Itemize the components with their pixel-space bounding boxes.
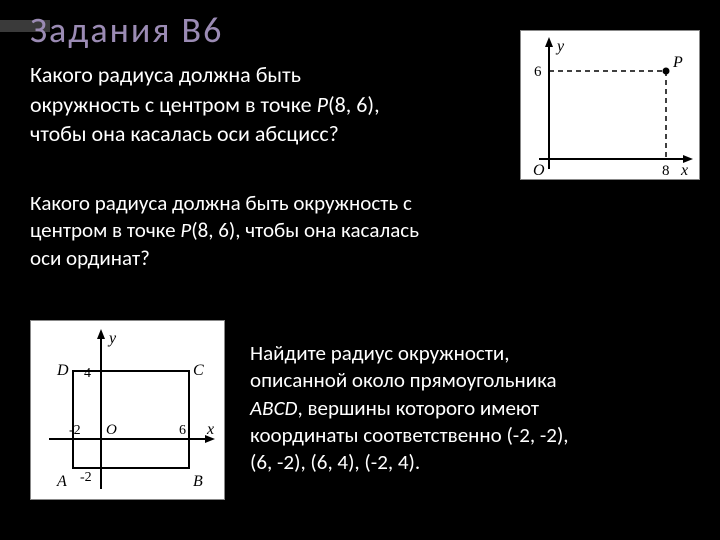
fig2-yneg: -2 [80, 470, 92, 485]
p2-line2b: (8, 6), чтобы она касалась [191, 217, 419, 243]
fig2-O-label: O [106, 422, 117, 438]
fig1-P-label: P [672, 54, 683, 71]
p3-line2: описанной около прямоугольника [250, 367, 557, 393]
p3-abcd: ABCD [250, 395, 297, 421]
figure-2: y x O D C A B 4 -2 6 -2 [30, 320, 225, 500]
fig1-O-label: O [533, 162, 545, 179]
p2-line2a: центром в точке [30, 217, 180, 243]
p3-line4: координаты соответственно (-2, -2), [250, 422, 569, 448]
fig2-xneg: -2 [69, 423, 81, 438]
p1-P: P [317, 91, 328, 118]
figure-2-svg: y x O D C A B 4 -2 6 -2 [31, 321, 226, 501]
problem-1: Какого радиуса должна быть окружность с … [30, 60, 460, 149]
fig2-B-label: B [193, 473, 203, 490]
problem-2: Какого радиуса должна быть окружность с … [30, 190, 475, 272]
fig1-y-label: y [555, 38, 565, 55]
fig2-ypos: 4 [84, 366, 91, 381]
p2-P: P [180, 217, 191, 243]
p1-line2b: (8, 6), [328, 91, 380, 118]
p1-line3: чтобы она касалась оси абсцисс? [30, 120, 339, 147]
p3-line3b: , вершины которого имеют [297, 395, 539, 421]
fig2-A-label: A [56, 473, 67, 490]
fig1-xtick: 8 [662, 163, 670, 179]
p3-line1: Найдите радиус окружности, [250, 340, 510, 366]
p1-line2a: окружность с центром в точке [30, 91, 317, 118]
fig2-y-label: y [107, 330, 117, 347]
fig2-x-label: x [206, 421, 214, 438]
p3-line5: (6, -2), (6, 4), (-2, 4). [250, 449, 420, 475]
figure-1-svg: y x O P 6 8 [521, 31, 701, 181]
problem-3: Найдите радиус окружности, описанной око… [250, 340, 690, 476]
fig2-C-label: C [193, 362, 204, 379]
page-title: Задания В6 [30, 8, 223, 52]
p1-line1: Какого радиуса должна быть [30, 61, 301, 88]
fig1-x-label: x [680, 162, 688, 179]
fig2-xpos: 6 [179, 423, 186, 438]
p2-line1: Какого радиуса должна быть окружность с [30, 190, 412, 216]
fig2-D-label: D [56, 362, 69, 379]
figure-1: y x O P 6 8 [520, 30, 700, 180]
p2-line3: оси ординат? [30, 245, 150, 271]
fig1-ytick: 6 [534, 64, 542, 80]
